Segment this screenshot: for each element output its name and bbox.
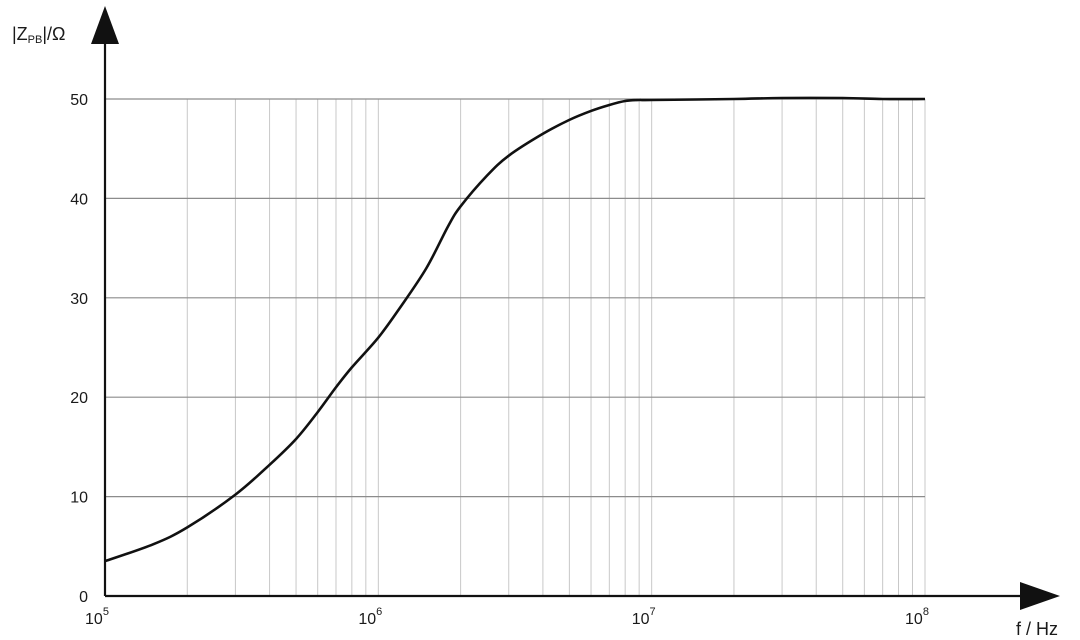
y-tick-label: 0 — [79, 589, 88, 606]
impedance-curve — [104, 96, 926, 563]
x-tick-label: 105 — [85, 606, 109, 628]
tick-labels: 0 10 20 30 40 50 105 106 107 108 — [70, 92, 929, 628]
y-tick-label: 40 — [70, 191, 88, 208]
grid — [105, 98, 926, 596]
x-axis-label: f / Hz — [1016, 619, 1058, 639]
x-tick-label: 107 — [632, 606, 656, 628]
y-tick-label: 10 — [70, 490, 88, 507]
y-tick-label: 30 — [70, 291, 88, 308]
x-tick-label: 106 — [358, 606, 382, 628]
series-layer — [104, 96, 926, 563]
y-tick-label: 20 — [70, 390, 88, 407]
x-axis-arrow — [1020, 582, 1060, 610]
axes — [91, 6, 1060, 610]
y-tick-label: 50 — [70, 92, 88, 109]
y-axis-label: |ZPB|/Ω — [12, 24, 66, 46]
y-axis-arrow — [91, 6, 119, 44]
x-tick-label: 108 — [905, 606, 929, 628]
